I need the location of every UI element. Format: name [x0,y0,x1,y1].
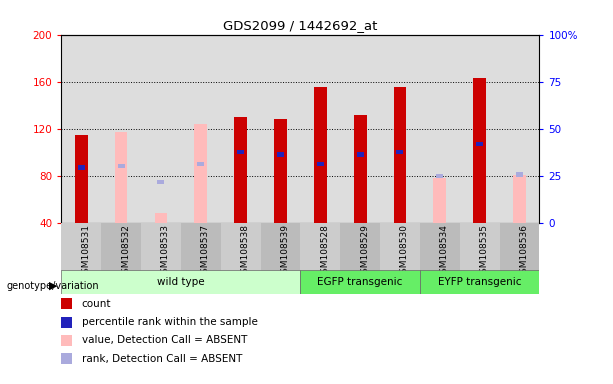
Bar [234,117,247,223]
Bar [436,174,443,178]
Bar [357,152,364,157]
Text: wild type: wild type [157,277,205,287]
Title: GDS2099 / 1442692_at: GDS2099 / 1442692_at [223,19,378,32]
Text: EGFP transgenic: EGFP transgenic [318,277,403,287]
Bar [75,134,88,223]
Text: GSM108531: GSM108531 [81,224,90,279]
Bar [261,223,300,271]
Bar [420,223,460,271]
Bar [340,223,380,271]
Bar [420,270,539,294]
Text: GSM108533: GSM108533 [161,224,170,279]
Text: rank, Detection Call = ABSENT: rank, Detection Call = ABSENT [82,354,242,364]
Bar [500,223,539,271]
Bar [237,150,244,154]
Text: ▶: ▶ [48,281,57,291]
Bar [513,174,526,223]
Bar [194,124,207,223]
Text: GSM108534: GSM108534 [440,224,449,279]
Bar [197,162,204,166]
Bar [158,179,164,184]
Text: genotype/variation: genotype/variation [6,281,99,291]
Bar [314,88,327,223]
Bar [317,162,324,166]
Bar [61,270,300,294]
Bar [181,223,221,271]
Bar [221,223,261,271]
Text: GSM108538: GSM108538 [240,224,249,279]
Bar [141,223,181,271]
Bar [394,88,406,223]
Text: GSM108539: GSM108539 [281,224,289,279]
Text: EYFP transgenic: EYFP transgenic [438,277,522,287]
Text: percentile rank within the sample: percentile rank within the sample [82,317,257,327]
Bar [274,119,287,223]
Bar [154,214,167,223]
Bar [460,223,500,271]
Text: GSM108530: GSM108530 [400,224,409,279]
Bar [101,223,141,271]
Bar [433,178,446,223]
Text: GSM108528: GSM108528 [321,224,329,279]
Bar [118,164,124,168]
Text: GSM108535: GSM108535 [480,224,489,279]
Bar [473,78,486,223]
Bar [115,132,128,223]
Bar [78,166,85,169]
Text: value, Detection Call = ABSENT: value, Detection Call = ABSENT [82,336,247,346]
Bar [397,150,403,154]
Bar [61,223,101,271]
Bar [516,172,523,177]
Bar [476,142,483,146]
Bar [300,270,420,294]
Bar [277,152,284,157]
Bar [380,223,420,271]
Bar [300,223,340,271]
Bar [354,114,367,223]
Text: GSM108532: GSM108532 [121,224,130,279]
Text: count: count [82,299,111,309]
Text: GSM108529: GSM108529 [360,224,369,279]
Text: GSM108537: GSM108537 [201,224,210,279]
Text: GSM108536: GSM108536 [519,224,528,279]
